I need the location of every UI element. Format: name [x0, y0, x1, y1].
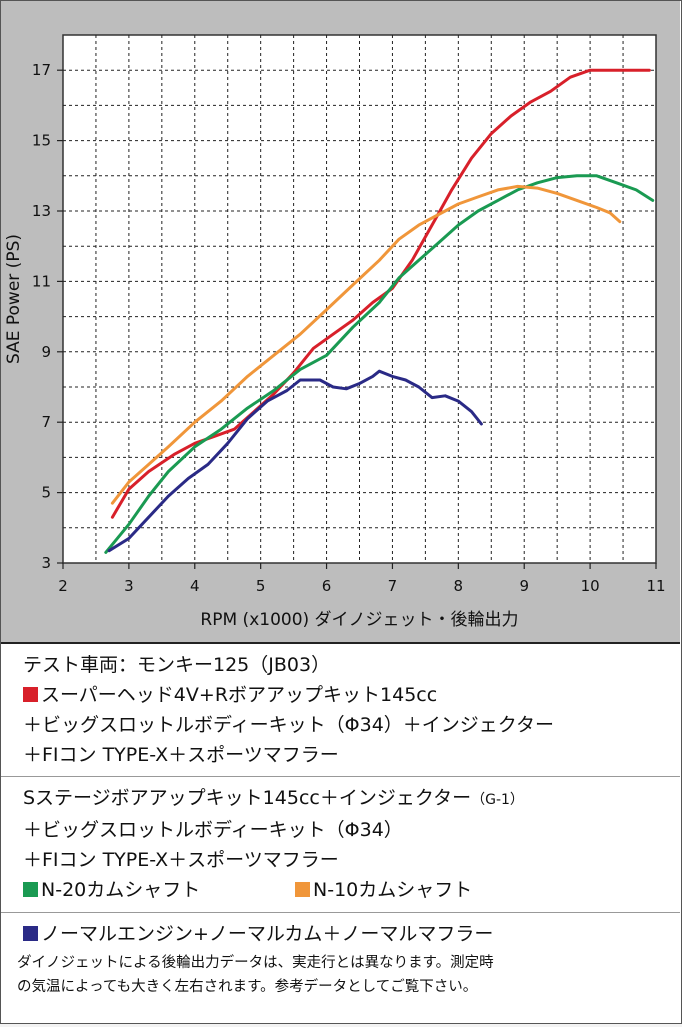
legend-panel: テスト車両：モンキー125（JB03） スーパーヘッド4V+Rボアアップキット1… [1, 644, 680, 1022]
s-stage-line1-small: （G-1） [471, 792, 524, 808]
y-tick-label: 3 [41, 554, 51, 572]
s-stage-line1: Sステージボアアップキット145cc＋インジェクター [23, 787, 472, 809]
red-series-legend: スーパーヘッド4V+Rボアアップキット145cc [23, 680, 670, 710]
legend-section-test-vehicle: テスト車両：モンキー125（JB03） スーパーヘッド4V+Rボアアップキット1… [1, 644, 680, 777]
x-tick-label: 5 [256, 577, 266, 595]
y-tick-label: 7 [41, 413, 51, 431]
y-tick-label: 5 [41, 484, 51, 502]
legend-section-s-stage: Sステージボアアップキット145cc＋インジェクター（G-1） ＋ビッグスロット… [1, 777, 680, 913]
y-tick-label: 15 [32, 132, 51, 150]
green-series-line [104, 174, 655, 554]
x-tick-label: 10 [581, 577, 600, 595]
x-tick-label: 6 [322, 577, 332, 595]
blue-series-label: ノーマルエンジン+ノーマルカム＋ノーマルマフラー [41, 923, 494, 945]
y-tick-label: 13 [32, 202, 51, 220]
x-tick-label: 9 [519, 577, 529, 595]
s-stage-line2: ＋ビッグスロットルボディーキット（Φ34） [23, 819, 403, 841]
x-tick-label: 4 [190, 577, 200, 595]
red-swatch [23, 687, 38, 702]
orange-series-line [110, 184, 622, 505]
x-tick-label: 8 [454, 577, 464, 595]
green-swatch [23, 882, 38, 897]
red-series-line1: スーパーヘッド4V+Rボアアップキット145cc [41, 684, 438, 706]
red-series-line3: ＋FIコン TYPE-X＋スポーツマフラー [23, 744, 339, 766]
blue-series-line [107, 369, 483, 553]
blue-swatch [23, 926, 38, 941]
green-series-label: N-20カムシャフト [41, 879, 201, 901]
x-tick-label: 7 [388, 577, 398, 595]
y-tick-label: 11 [32, 272, 51, 290]
disclaimer-line1: ダイノジェットによる後輪出力データは、実走行とは異なります。測定時 [17, 955, 494, 971]
blue-series-legend: ノーマルエンジン+ノーマルカム＋ノーマルマフラー [23, 919, 670, 949]
cam-legend-row: N-20カムシャフト N-10カムシャフト [23, 875, 670, 905]
orange-swatch [295, 882, 310, 897]
red-series-line2: ＋ビッグスロットルボディーキット（Φ34）＋インジェクター [23, 714, 555, 736]
test-vehicle-title: テスト車両：モンキー125（JB03） [23, 654, 331, 676]
y-tick-label: 9 [41, 343, 51, 361]
x-tick-label: 11 [646, 577, 665, 595]
x-axis-label: RPM (x1000) ダイノジェット・後輪出力 [200, 610, 518, 630]
x-tick-label: 3 [124, 577, 134, 595]
y-tick-label: 17 [32, 61, 51, 79]
orange-series-label: N-10カムシャフト [313, 879, 473, 901]
chart-panel: 2 3 4 5 6 7 8 9 10 11 3 5 7 9 11 13 15 17 SAE Power (PS) RP… [1, 1, 680, 644]
y-axis-label: SAE Power (PS) [4, 234, 24, 364]
disclaimer-note: ダイノジェットによる後輪出力データは、実走行とは異なります。測定時 の気温によっ… [17, 951, 670, 999]
s-stage-line1-row: Sステージボアアップキット145cc＋インジェクター（G-1） [23, 783, 670, 815]
x-tick-label: 2 [58, 577, 68, 595]
legend-section-normal: ノーマルエンジン+ノーマルカム＋ノーマルマフラー ダイノジェットによる後輪出力デ… [1, 913, 680, 1027]
s-stage-line3: ＋FIコン TYPE-X＋スポーツマフラー [23, 849, 339, 871]
disclaimer-line2: の気温によっても大きく左右されます。参考データとしてご覧下さい。 [17, 979, 478, 995]
